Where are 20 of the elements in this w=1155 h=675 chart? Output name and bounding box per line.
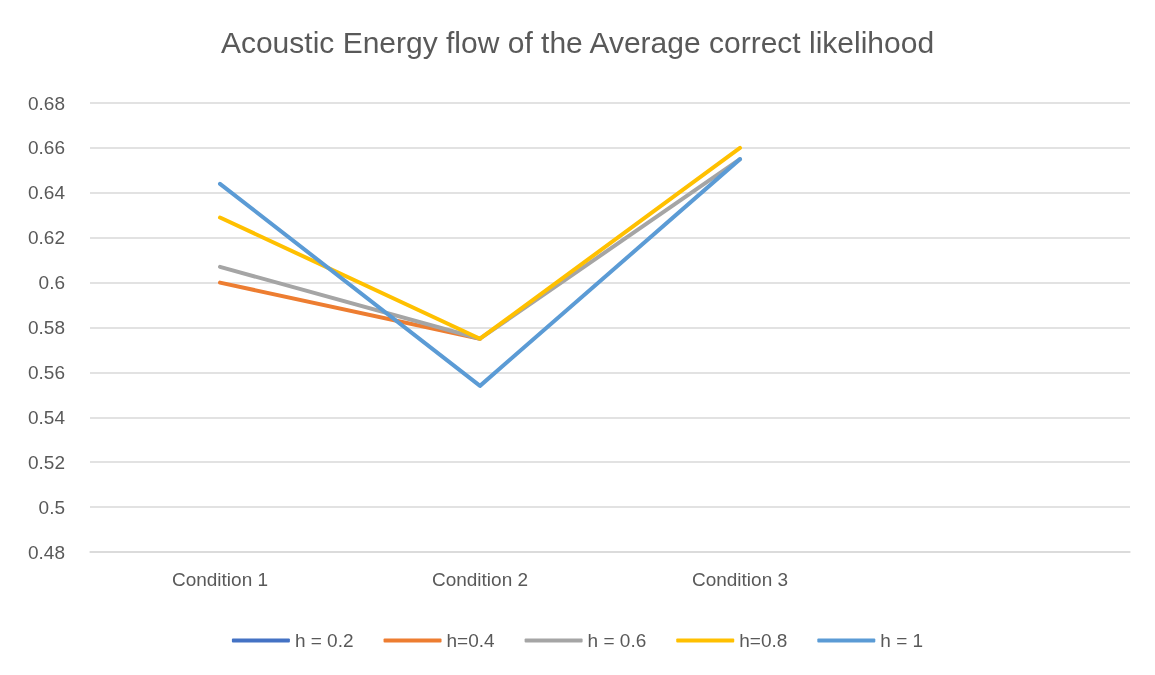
legend-label: h = 0.2 [294, 630, 354, 651]
x-tick-label: Condition 1 [171, 569, 269, 590]
legend-label: h=0.4 [446, 630, 496, 651]
chart-title: Acoustic Energy flow of the Average correct likelihood [220, 25, 935, 59]
legend-label: h = 1 [880, 630, 924, 651]
legend-label: h=0.8 [739, 630, 788, 651]
y-tick-label: 0.52 [28, 451, 65, 473]
y-tick-label: 0.56 [28, 361, 65, 383]
y-tick-label: 0.62 [28, 227, 65, 249]
y-tick-label: 0.6 [38, 272, 65, 294]
y-tick-label: 0.54 [28, 406, 66, 428]
legend-label: h = 0.6 [587, 630, 647, 651]
y-tick-label: 0.64 [28, 182, 66, 204]
y-tick-label: 0.48 [28, 541, 65, 563]
y-tick-label: 0.58 [28, 317, 65, 338]
y-tick-label: 0.5 [38, 496, 65, 518]
y-tick-label: 0.68 [28, 92, 65, 114]
y-tick-label: 0.66 [28, 137, 65, 159]
x-tick-label: Condition 3 [691, 569, 789, 590]
x-tick-label: Condition 2 [431, 569, 529, 590]
